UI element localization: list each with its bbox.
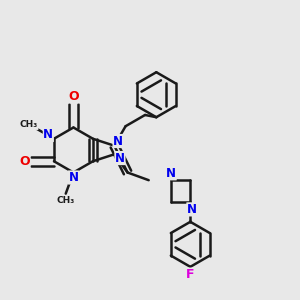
Text: N: N [166, 167, 176, 180]
Text: N: N [68, 171, 78, 184]
Text: O: O [68, 90, 79, 103]
Text: N: N [43, 128, 53, 142]
Text: N: N [115, 152, 125, 164]
Text: N: N [113, 134, 123, 148]
Text: CH₃: CH₃ [20, 121, 38, 130]
Text: N: N [187, 203, 197, 216]
Text: O: O [19, 155, 30, 168]
Text: F: F [186, 268, 195, 281]
Text: CH₃: CH₃ [57, 196, 75, 205]
